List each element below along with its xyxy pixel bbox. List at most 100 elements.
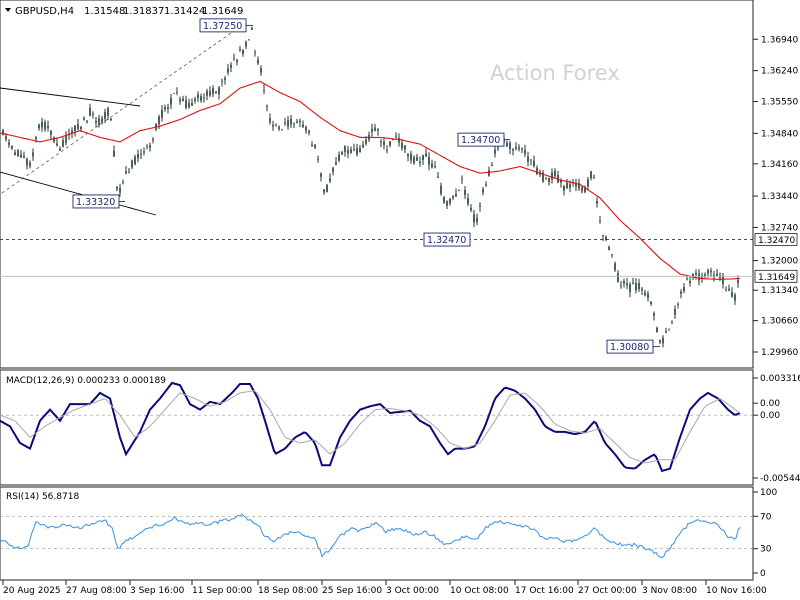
- candle-body: [506, 142, 508, 147]
- time-axis-label: 10 Nov 16:00: [706, 586, 767, 596]
- candle-body: [392, 139, 394, 141]
- candle-body: [719, 275, 721, 279]
- candle-body: [251, 27, 253, 30]
- candle-body: [530, 159, 532, 161]
- candle-body: [644, 292, 646, 296]
- candle-body: [197, 94, 199, 99]
- candle-body: [365, 139, 367, 144]
- annotation-label: 1.33320: [76, 197, 115, 208]
- candle-body: [668, 329, 670, 331]
- candle-body: [431, 163, 433, 168]
- annotation-label: 1.34700: [461, 135, 500, 146]
- macd-line: [0, 381, 741, 473]
- candle-body: [653, 313, 655, 316]
- candle-body: [398, 138, 400, 143]
- candle-body: [704, 274, 706, 277]
- candle-body: [185, 100, 187, 108]
- candle-body: [44, 122, 46, 130]
- candle-body: [470, 207, 472, 211]
- candle-body: [266, 106, 268, 108]
- candle-body: [593, 177, 595, 179]
- candle-body: [446, 201, 448, 206]
- time-axis-label: 3 Nov 08:00: [642, 586, 697, 596]
- candle-body: [260, 68, 262, 73]
- rsi-axis-label: 0: [760, 569, 766, 579]
- macd-axis-label: 0.00: [760, 399, 780, 409]
- candle-body: [452, 195, 454, 198]
- candle-body: [116, 186, 118, 190]
- candle-body: [623, 281, 625, 284]
- candle-body: [587, 179, 589, 187]
- candle-body: [545, 178, 547, 180]
- trendline-dashed: [1, 23, 245, 194]
- time-axis-label: 3 Oct 00:00: [386, 586, 439, 596]
- candle-body: [548, 177, 550, 183]
- last-price-tag: 1.31649: [758, 273, 795, 283]
- candle-body: [584, 187, 586, 193]
- candle-body: [521, 148, 523, 150]
- candle-body: [203, 97, 205, 99]
- time-axis-label: 11 Sep 00:00: [192, 586, 252, 596]
- candle-body: [686, 278, 688, 280]
- price-axis-label: 1.33440: [761, 192, 798, 202]
- candle-body: [158, 116, 160, 125]
- candle-body: [386, 149, 388, 151]
- candle-body: [125, 171, 127, 174]
- candle-body: [710, 270, 712, 273]
- candle-body: [479, 205, 481, 207]
- candle-body: [707, 269, 709, 274]
- candle-body: [680, 291, 682, 294]
- candle-body: [320, 173, 322, 177]
- candle-body: [605, 236, 607, 241]
- candle-body: [338, 154, 340, 161]
- candle-body: [596, 201, 598, 204]
- candle-body: [62, 140, 64, 147]
- candle-body: [728, 288, 730, 291]
- candle-body: [449, 198, 451, 204]
- candle-body: [536, 167, 538, 175]
- candle-body: [314, 144, 316, 148]
- candle-body: [233, 57, 235, 59]
- candle-body: [32, 152, 34, 157]
- candle-body: [17, 150, 19, 157]
- price-candles: [2, 26, 739, 348]
- dropdown-triangle-icon[interactable]: [5, 8, 11, 12]
- candle-body: [419, 161, 421, 163]
- candle-body: [665, 331, 667, 333]
- candle-body: [638, 282, 640, 290]
- candle-body: [77, 124, 79, 130]
- candle-body: [179, 99, 181, 102]
- candle-body: [137, 154, 139, 159]
- time-axis-label: 3 Sep 16:00: [130, 586, 185, 596]
- candle-body: [299, 120, 301, 123]
- macd-axis-label: 0.00: [760, 411, 780, 421]
- candle-body: [50, 130, 52, 135]
- candle-body: [401, 142, 403, 149]
- candle-body: [689, 280, 691, 283]
- candle-body: [101, 118, 103, 123]
- ohlc-open: 1.31548: [84, 6, 125, 17]
- candle-body: [590, 171, 592, 179]
- candle-body: [23, 155, 25, 158]
- candle-body: [311, 144, 313, 147]
- candle-body: [191, 102, 193, 106]
- candle-body: [455, 193, 457, 197]
- candle-body: [326, 184, 328, 193]
- candle-body: [395, 135, 397, 137]
- candle-body: [428, 157, 430, 166]
- candle-body: [170, 98, 172, 105]
- candle-body: [329, 178, 331, 182]
- candle-body: [641, 288, 643, 291]
- candle-body: [515, 147, 517, 149]
- candle-body: [374, 127, 376, 131]
- candle-body: [497, 147, 499, 149]
- candle-body: [134, 156, 136, 165]
- candle-body: [59, 148, 61, 151]
- candle-body: [296, 121, 298, 124]
- candle-body: [458, 190, 460, 191]
- candle-body: [281, 129, 283, 131]
- candle-body: [269, 118, 271, 123]
- candle-body: [236, 59, 238, 63]
- annotation-label: 1.30080: [610, 342, 649, 353]
